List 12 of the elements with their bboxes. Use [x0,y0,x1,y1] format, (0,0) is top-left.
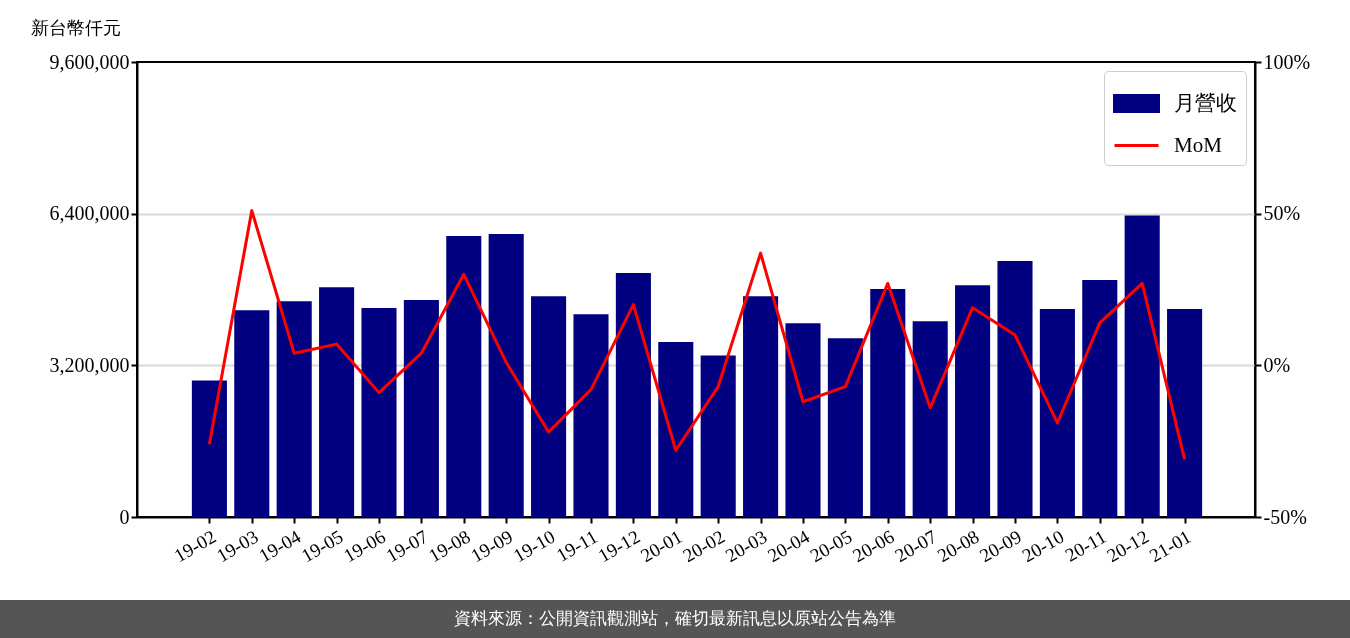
y2-tick-label: 100% [1263,50,1311,73]
y-tick-label: 9,600,000 [49,50,130,73]
y-axis-title: 新台幣仟元 [30,17,121,38]
y-tick-label: 3,200,000 [49,353,130,376]
legend-label: MoM [1174,132,1223,157]
legend-label: 月營收 [1174,90,1237,115]
y-tick-label: 0 [119,505,130,528]
y2-tick-label: -50% [1263,505,1307,528]
y-tick-label: 6,400,000 [49,202,130,225]
y2-tick-label: 0% [1263,353,1291,376]
y2-tick-label: 50% [1263,202,1301,225]
source-note: 資料來源：公開資訊觀測站，確切最新訊息以原站公告為準 [454,608,896,628]
